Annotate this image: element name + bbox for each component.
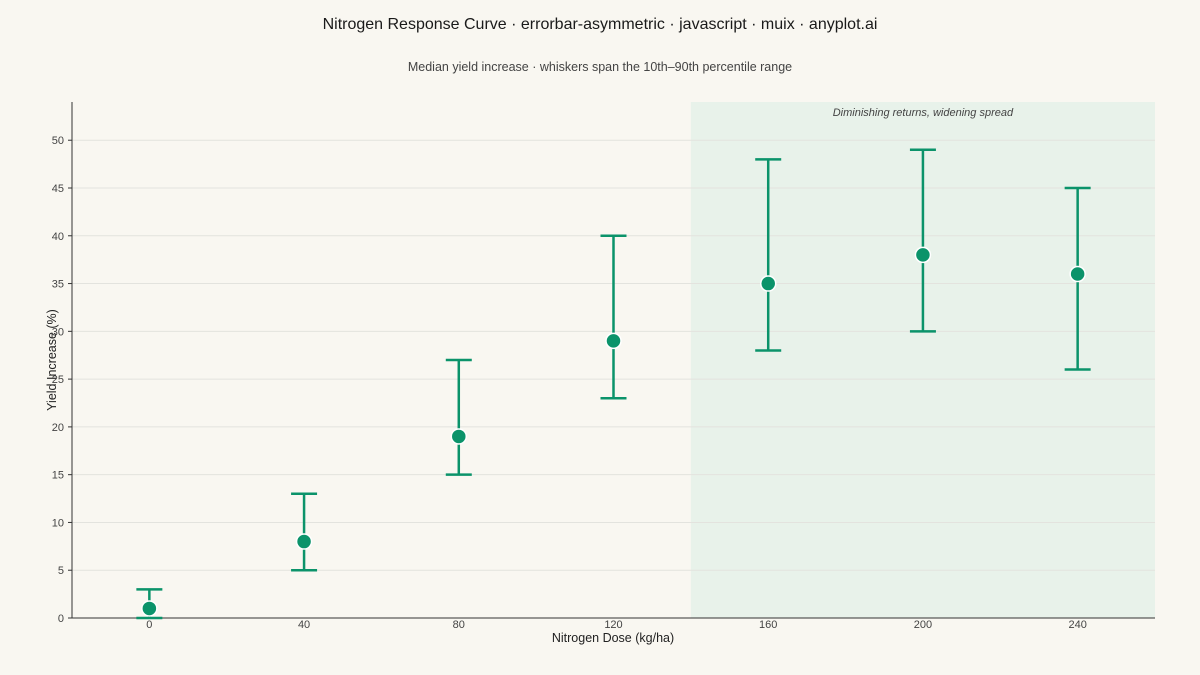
x-tick-label: 240 [1068,619,1086,631]
x-tick-label: 120 [604,619,622,631]
y-tick-label: 50 [52,135,64,147]
x-tick-label: 200 [914,619,932,631]
median-marker [1069,265,1086,283]
median-marker [914,246,932,264]
chart-title: Nitrogen Response Curve · errorbar-asymm… [323,16,878,33]
y-tick-label: 0 [58,613,64,625]
y-tick-label: 10 [52,517,64,529]
error-bar-point [1064,186,1091,371]
median-marker [759,275,777,292]
y-tick-label: 45 [52,183,64,195]
error-bar-point [600,234,627,400]
error-bar-point [445,358,472,476]
annotation-text: Diminishing returns, widening spread [833,107,1014,119]
error-bar-point [909,148,936,333]
median-marker [295,533,313,550]
chart-subtitle: Median yield increase · whiskers span th… [408,60,792,74]
x-tick-label: 80 [453,619,465,631]
median-marker [605,332,622,350]
y-tick-label: 40 [52,231,64,243]
y-tick-label: 5 [58,565,64,577]
y-tick-label: 35 [52,279,64,291]
x-tick-label: 0 [146,619,152,631]
error-bar-point [136,588,163,620]
x-axis-label: Nitrogen Dose (kg/ha) [552,631,674,645]
x-tick-label: 40 [298,619,310,631]
y-axis-label: Yield Increase (%) [45,309,59,411]
error-bar-point [291,492,318,572]
x-tick-label: 160 [759,619,777,631]
median-marker [141,600,158,617]
y-tick-label: 15 [52,470,64,482]
data-points [136,148,1091,620]
axes: 0 5 10 15 20 25 30 35 40 45 50 0 40 80 120 160 200 240 [52,102,1155,631]
median-marker [450,428,468,445]
y-tick-label: 20 [52,422,64,434]
y-tick-label: 30 [52,326,64,338]
error-bar-point [755,158,782,352]
y-tick-label: 25 [52,374,64,386]
